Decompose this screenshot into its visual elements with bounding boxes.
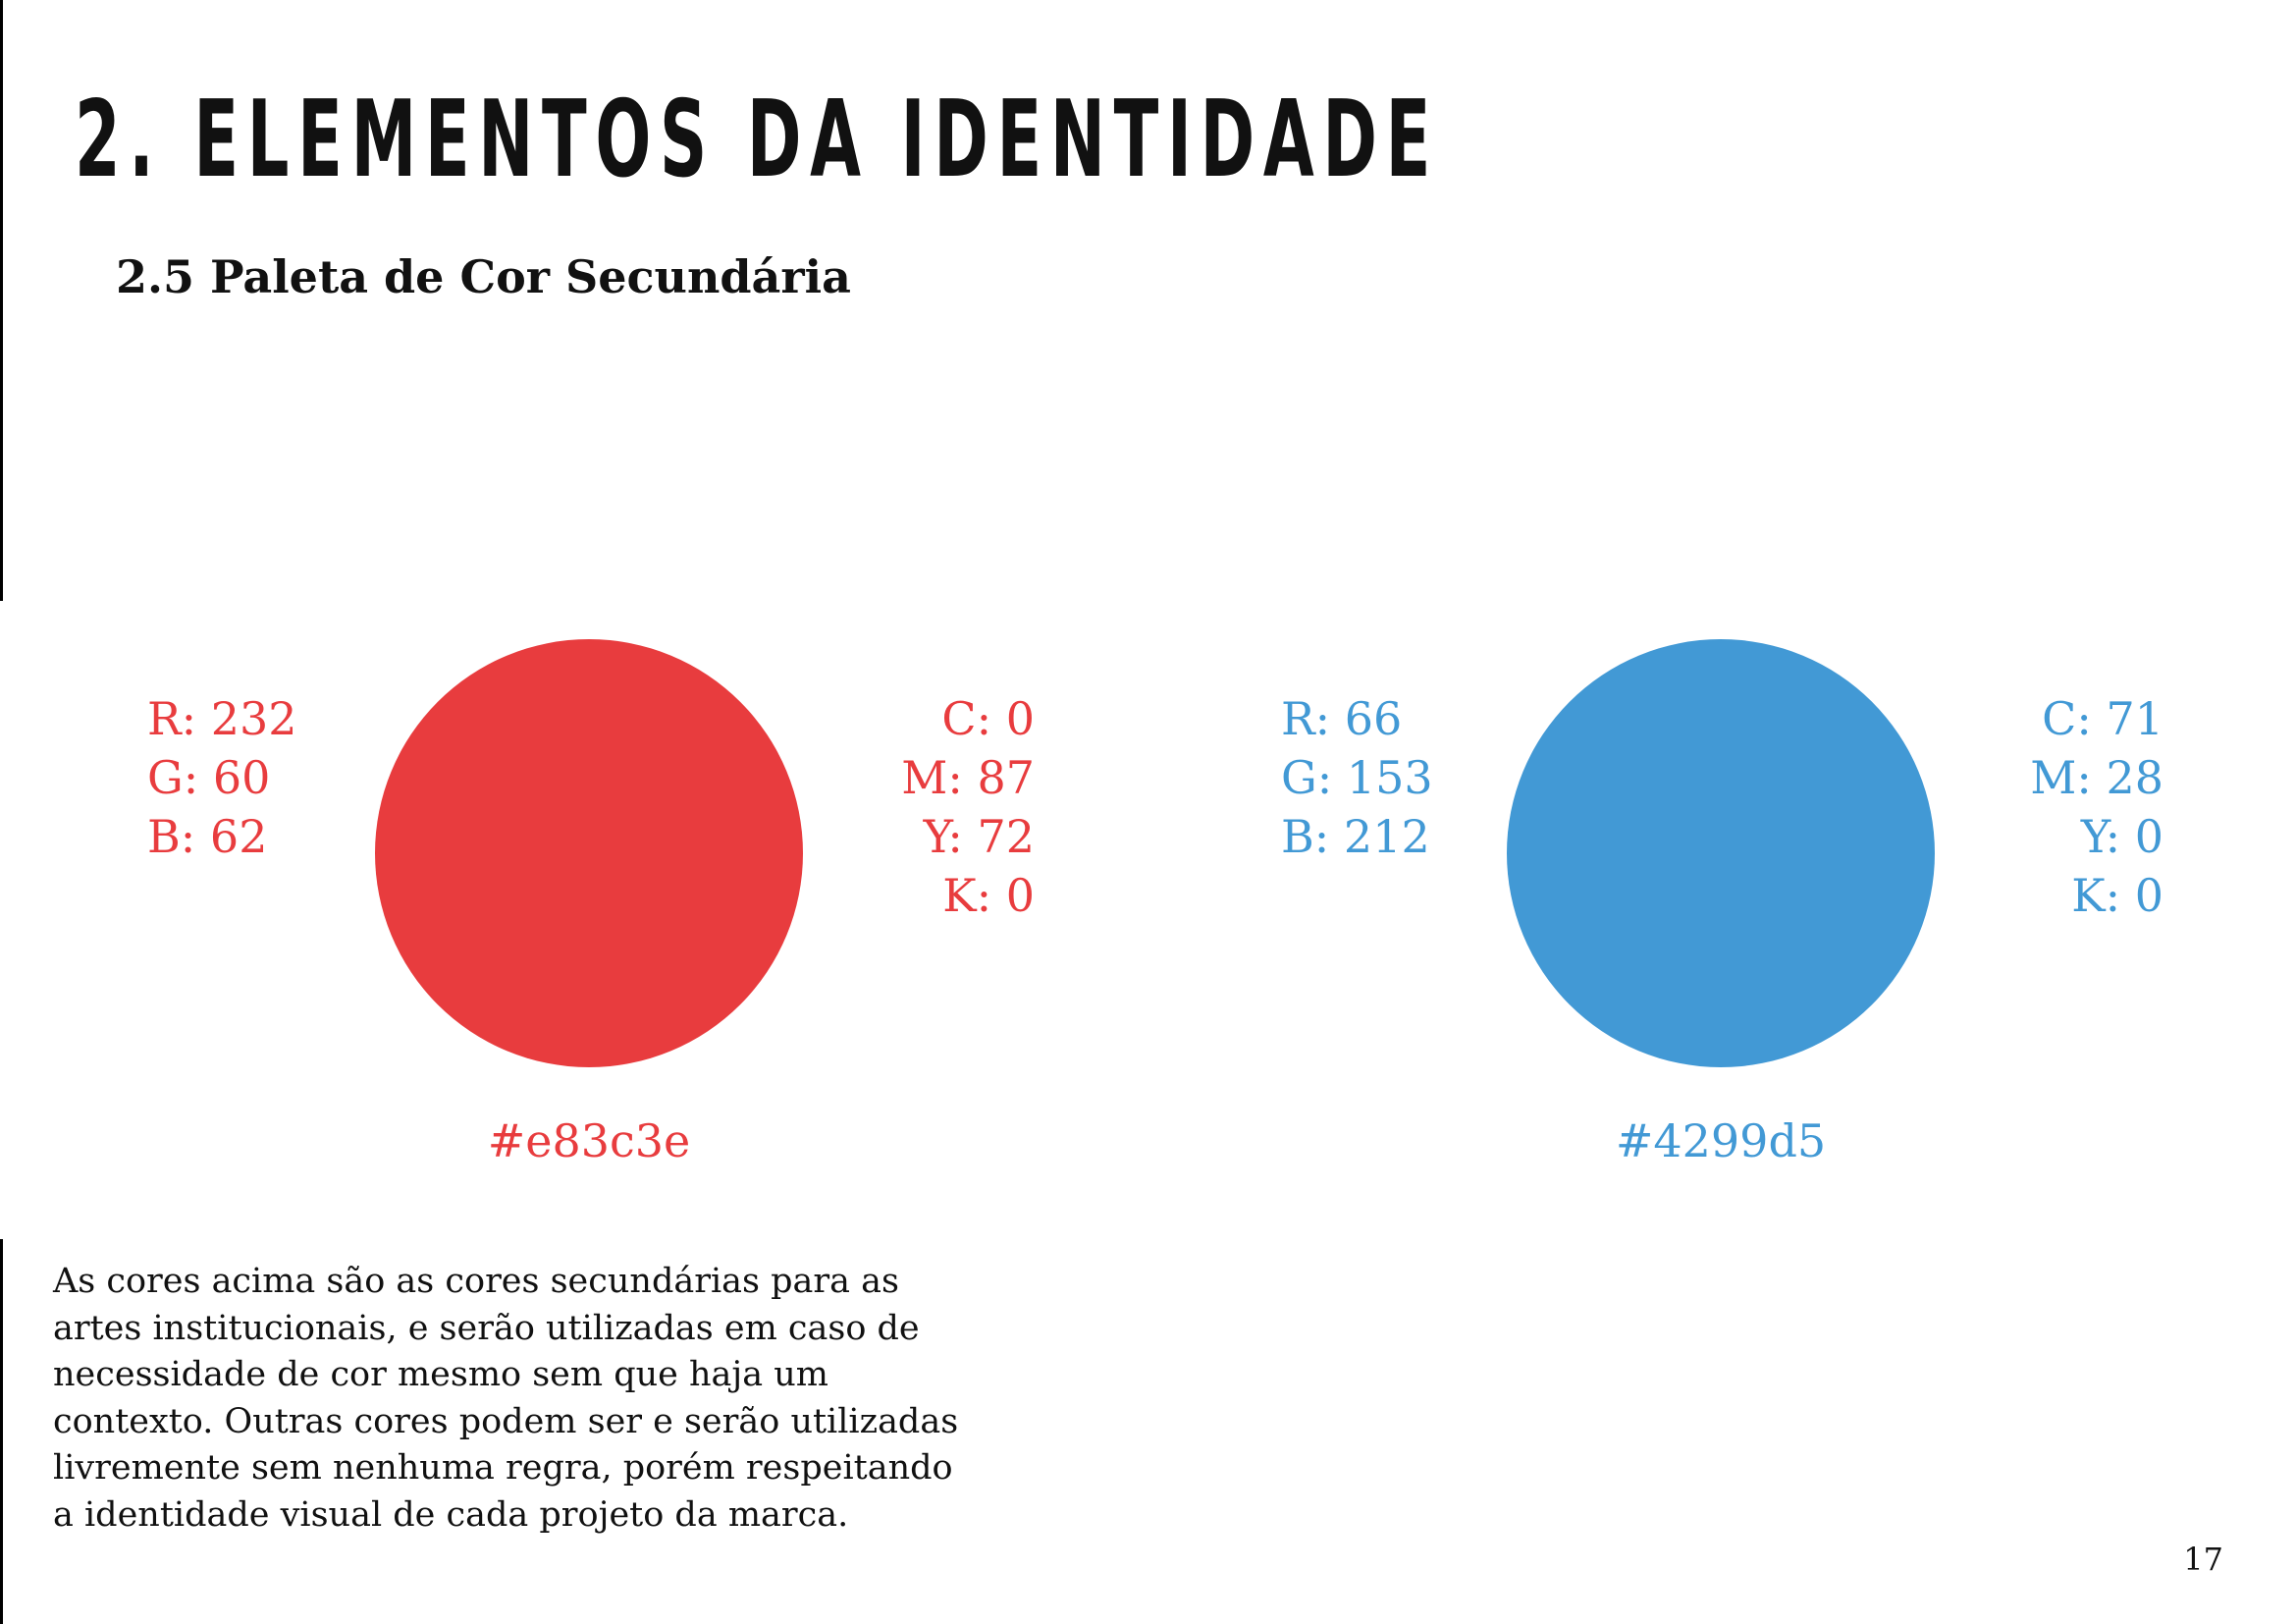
red-rgb-b: B: 62 [147, 810, 268, 863]
left-edge-rule-bottom [0, 1239, 3, 1624]
paragraph-line: livremente sem nenhuma regra, porém resp… [53, 1448, 953, 1488]
blue-rgb-b: B: 212 [1281, 810, 1430, 863]
paragraph-line: contexto. Outras cores podem ser e serão… [53, 1401, 959, 1441]
red-rgb-g: G: 60 [147, 751, 271, 804]
paragraph-line: necessidade de cor mesmo sem que haja um [53, 1355, 828, 1394]
red-rgb-values: R: 232 G: 60 B: 62 [147, 689, 297, 866]
red-cmyk-m: M: 87 [901, 751, 1035, 804]
description-paragraph: As cores acima são as cores secundárias … [53, 1259, 1074, 1539]
blue-cmyk-y: Y: 0 [2080, 810, 2163, 863]
red-cmyk-c: C: 0 [941, 692, 1035, 745]
paragraph-line: artes institucionais, e serão utilizadas… [53, 1308, 920, 1348]
blue-rgb-values: R: 66 G: 153 B: 212 [1281, 689, 1433, 866]
blue-cmyk-k: K: 0 [2071, 869, 2163, 922]
red-color-swatch [375, 639, 803, 1067]
blue-hex-code: #4299d5 [1615, 1114, 1827, 1167]
red-cmyk-values: C: 0 M: 87 Y: 72 K: 0 [901, 689, 1035, 925]
left-edge-rule-top [0, 0, 3, 601]
blue-rgb-g: G: 153 [1281, 751, 1433, 804]
paragraph-line: a identidade visual de cada projeto da m… [53, 1494, 849, 1535]
blue-rgb-r: R: 66 [1281, 692, 1403, 745]
page-number: 17 [2183, 1541, 2223, 1578]
blue-cmyk-values: C: 71 M: 28 Y: 0 K: 0 [2030, 689, 2163, 925]
red-rgb-r: R: 232 [147, 692, 297, 745]
blue-cmyk-m: M: 28 [2030, 751, 2163, 804]
paragraph-line: As cores acima são as cores secundárias … [53, 1262, 899, 1301]
section-subtitle: 2.5 Paleta de Cor Secundária [116, 250, 851, 303]
red-hex-code: #e83c3e [487, 1114, 691, 1167]
red-cmyk-y: Y: 72 [923, 810, 1035, 863]
page-title: 2. ELEMENTOS DA IDENTIDADE [75, 79, 1440, 201]
blue-cmyk-c: C: 71 [2042, 692, 2163, 745]
blue-color-swatch [1507, 639, 1935, 1067]
red-cmyk-k: K: 0 [942, 869, 1035, 922]
